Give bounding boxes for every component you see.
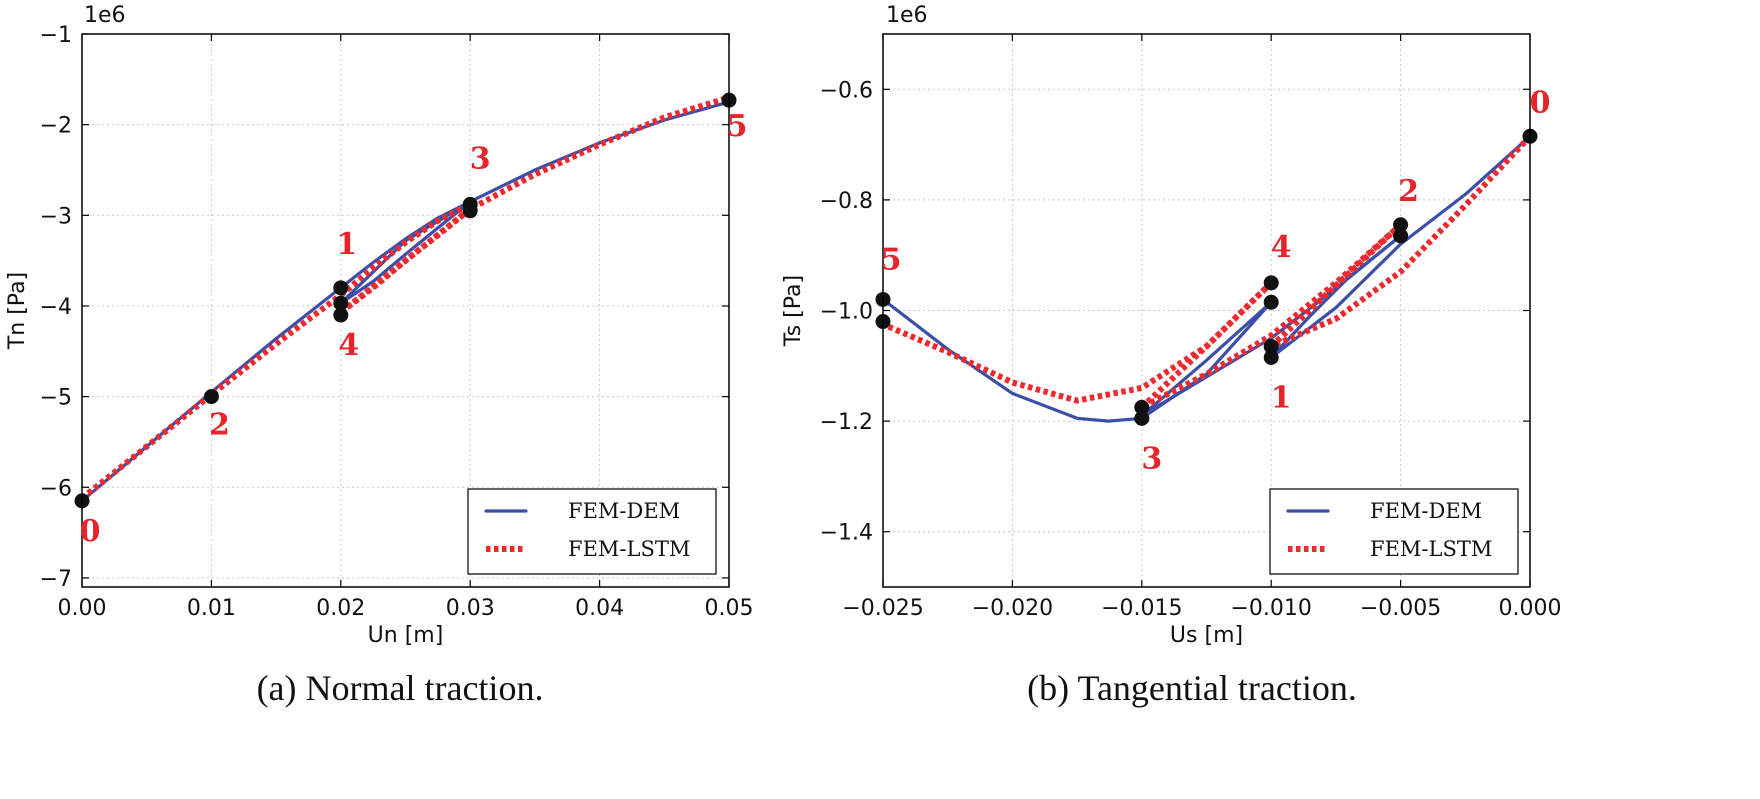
step-label-0: 0 — [80, 514, 101, 549]
series-line-fem-dem — [1269, 134, 1532, 360]
step-label-2: 2 — [1398, 174, 1419, 209]
panel-normal-traction: 0.00 0.01 0.02 0.03 0.04 0.05 −7 −6 −5 −4 −3 −2 −1 1e… — [5, 3, 753, 708]
data-point-marker — [1134, 410, 1150, 426]
series-line-fem-dem — [339, 200, 472, 305]
x-tick-label: −0.005 — [1360, 596, 1441, 621]
data-point-marker — [333, 280, 349, 296]
series-line-fem-lstm — [338, 94, 730, 315]
x-tick-label: 0.000 — [1499, 596, 1562, 621]
y-tick-label: −4 — [40, 295, 72, 320]
y-tick-label: −1.2 — [820, 410, 873, 435]
step-label-1: 1 — [336, 227, 357, 262]
y-exponent-label: 1e6 — [886, 3, 928, 28]
y-tick-label: −5 — [40, 386, 72, 411]
data-point-marker — [1263, 350, 1279, 366]
y-tick-label: −0.8 — [820, 189, 873, 214]
x-tick-label: 0.03 — [446, 596, 495, 621]
step-label-4: 4 — [1271, 230, 1292, 265]
legend-label-fem-lstm: FEM-LSTM — [568, 537, 690, 561]
data-point-marker — [1393, 217, 1409, 233]
y-tick-label: −1.4 — [820, 521, 873, 546]
series-line-fem-lstm — [1140, 222, 1403, 410]
legend: FEM-DEM FEM-LSTM — [1269, 488, 1519, 575]
data-point-marker — [1263, 275, 1279, 291]
step-label-1: 1 — [1271, 381, 1292, 416]
x-tick-label: 0.01 — [187, 596, 236, 621]
data-point-marker — [333, 307, 349, 323]
x-axis-label: Un [m] — [368, 623, 444, 648]
legend: FEM-DEM FEM-LSTM — [467, 488, 717, 575]
y-tick-label: −0.6 — [820, 78, 873, 103]
panel-caption: (b) Tangential traction. — [1027, 668, 1357, 708]
step-label-3: 3 — [1141, 441, 1162, 476]
y-tick-label: −2 — [40, 114, 72, 139]
legend-box — [467, 488, 717, 575]
y-axis-label: Ts [Pa] — [781, 275, 806, 347]
data-point-marker — [203, 389, 219, 405]
data-point-marker — [333, 295, 349, 311]
series-line-fem-lstm — [1270, 134, 1533, 350]
y-exponent-label: 1e6 — [84, 3, 126, 28]
y-tick-label: −7 — [40, 567, 72, 592]
plot-frame — [81, 33, 730, 588]
legend-label-fem-dem: FEM-DEM — [568, 499, 680, 523]
series-line-fem-lstm — [80, 292, 343, 501]
step-label-4: 4 — [338, 328, 359, 363]
data-point-marker — [1393, 228, 1409, 244]
step-label-2: 2 — [209, 408, 230, 443]
series-line-fem-dem — [339, 100, 731, 305]
data-point-marker — [1134, 399, 1150, 415]
legend-label-fem-lstm: FEM-LSTM — [1370, 537, 1492, 561]
x-tick-label: 0.04 — [575, 596, 624, 621]
x-tick-label: 0.00 — [58, 596, 107, 621]
x-tick-label: −0.010 — [1230, 596, 1311, 621]
y-tick-label: −3 — [40, 204, 72, 229]
y-tick-label: −6 — [40, 476, 72, 501]
x-tick-label: −0.025 — [842, 596, 923, 621]
series-line-fem-lstm — [881, 280, 1274, 404]
y-tick-label: −1.0 — [820, 300, 873, 325]
x-tick-label: 0.02 — [316, 596, 365, 621]
legend-label-fem-dem: FEM-DEM — [1370, 499, 1482, 523]
x-axis-label: Us [m] — [1170, 623, 1243, 648]
legend-box — [1269, 488, 1519, 575]
data-point-marker — [1263, 338, 1279, 354]
step-label-3: 3 — [470, 141, 491, 176]
data-point-marker — [1263, 294, 1279, 310]
x-tick-label: −0.015 — [1101, 596, 1182, 621]
panel-tangential-traction: −0.025 −0.020 −0.015 −0.010 −0.005 0.000 −1.4 −… — [781, 3, 1561, 708]
panel-caption: (a) Normal traction. — [257, 668, 544, 708]
step-label-5: 5 — [727, 109, 748, 144]
step-label-0: 0 — [1530, 85, 1551, 120]
y-tick-label: −1 — [40, 23, 72, 48]
y-axis-label: Tn [Pa] — [5, 272, 30, 350]
data-point-marker — [462, 203, 478, 219]
step-label-5: 5 — [881, 242, 902, 277]
series-line-fem-lstm — [338, 201, 472, 298]
series-line-fem-dem — [1140, 300, 1273, 418]
x-tick-label: −0.020 — [972, 596, 1053, 621]
x-tick-label: 0.05 — [705, 596, 754, 621]
